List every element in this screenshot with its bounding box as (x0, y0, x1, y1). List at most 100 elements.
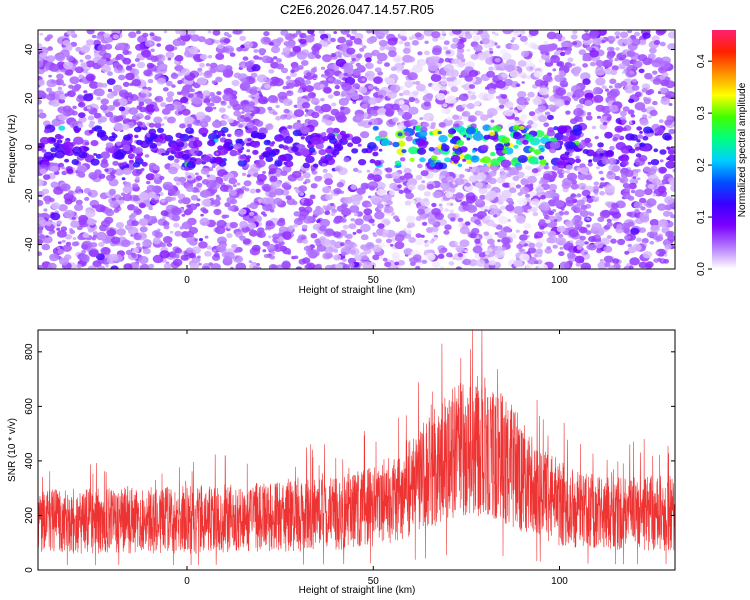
colorbar-tick-label: 0.2 (696, 158, 707, 172)
heatmap-cell (421, 180, 426, 184)
heatmap-cell (589, 50, 599, 58)
heatmap-cell (558, 233, 564, 238)
snr-y-tick-label: 600 (24, 398, 35, 415)
heatmap-cell (97, 118, 103, 123)
heatmap-cell (397, 140, 405, 146)
heatmap-cell (402, 47, 411, 55)
heatmap-cell (609, 145, 615, 151)
heatmap-cell (333, 66, 340, 71)
heatmap-cell (527, 120, 534, 126)
heatmap-cell (292, 122, 303, 131)
heatmap-cell (502, 30, 513, 35)
heatmap-cell (384, 77, 391, 83)
heatmap-cell (494, 232, 499, 235)
heatmap-cell (564, 62, 573, 69)
heatmap-cell (463, 116, 469, 121)
heatmap-cell (555, 237, 567, 246)
heatmap-cell (132, 247, 140, 254)
heatmap-cell (473, 171, 478, 176)
heatmap-cell (298, 206, 306, 212)
heatmap-cell (146, 216, 158, 225)
heatmap-cell (199, 238, 203, 242)
heatmap-cell (299, 192, 305, 196)
heatmap-cell (639, 130, 643, 134)
heatmap-cell (449, 138, 457, 144)
heatmap-cell (278, 144, 285, 149)
heatmap-cell (464, 168, 469, 172)
heatmap-cell (146, 180, 151, 185)
heatmap-cell (455, 42, 465, 50)
heatmap-cell (513, 206, 524, 215)
heatmap-cell (283, 108, 290, 114)
heatmap-cell (136, 116, 141, 120)
heatmap-cell (603, 255, 614, 263)
heatmap-cell (490, 151, 496, 157)
heatmap-cell (339, 229, 348, 236)
heatmap-cell (123, 263, 133, 269)
heatmap-cell (494, 32, 499, 36)
heatmap-cell (557, 125, 568, 134)
heatmap-cell (224, 202, 231, 208)
heatmap-cell (57, 162, 65, 168)
heatmap-cell (307, 143, 315, 149)
heatmap-cell (469, 69, 479, 77)
heatmap-cell (56, 220, 62, 225)
heatmap-cell (313, 163, 319, 168)
heatmap-cell (376, 203, 384, 209)
heatmap-cell (434, 56, 440, 61)
heatmap-cell (488, 66, 494, 71)
heatmap-cell (46, 55, 56, 63)
heatmap-cell (359, 47, 365, 52)
heatmap-cell (385, 167, 393, 173)
heatmap-cell (206, 245, 212, 250)
heatmap-cell (156, 141, 162, 147)
heatmap-cell (339, 130, 346, 136)
heatmap-cell (554, 98, 565, 107)
heatmap-cell (66, 30, 75, 36)
heatmap-cell (216, 91, 222, 96)
heatmap-cell (332, 231, 342, 238)
heatmap-cell (669, 239, 674, 243)
heatmap-cell (196, 77, 208, 86)
heatmap-cell (611, 65, 619, 71)
heatmap-cell (617, 238, 626, 246)
heatmap-cell (620, 145, 632, 154)
heatmap-cell (595, 104, 605, 112)
heatmap-cell (464, 249, 469, 253)
heatmap-cell (415, 216, 423, 221)
heatmap-cell (180, 96, 189, 104)
heatmap-cell (195, 111, 206, 120)
heatmap-cell (98, 242, 105, 247)
heatmap-cell (404, 80, 414, 88)
heatmap-cell (392, 141, 400, 148)
heatmap-cell (271, 141, 276, 145)
heatmap-cell (431, 31, 441, 39)
heatmap-cell (78, 219, 90, 228)
heatmap-cell (512, 175, 520, 182)
heatmap-cell (582, 63, 588, 68)
heatmap-cell (134, 155, 142, 161)
heatmap-cell (56, 73, 64, 80)
heatmap-cell (513, 214, 519, 219)
heatmap-cell (50, 99, 61, 107)
heatmap-cell (462, 158, 467, 162)
heatmap-cell (298, 213, 307, 220)
heatmap-cell (559, 51, 566, 57)
heatmap-cell (277, 154, 287, 162)
heatmap-cell (462, 110, 471, 118)
heatmap-cell (570, 183, 579, 190)
heatmap-cell (115, 222, 124, 229)
heatmap-cell (403, 172, 413, 180)
heatmap-cell (68, 84, 74, 89)
heatmap-cell (469, 117, 475, 122)
heatmap-cell (422, 94, 433, 103)
heatmap-cell (664, 196, 675, 205)
heatmap-cell (566, 92, 573, 97)
heatmap-cell (670, 93, 675, 97)
heatmap-cell (131, 220, 139, 227)
heatmap-cell (275, 116, 281, 121)
heatmap-cell (664, 176, 669, 180)
heatmap-cell (407, 178, 418, 186)
heatmap-cell (579, 235, 586, 241)
